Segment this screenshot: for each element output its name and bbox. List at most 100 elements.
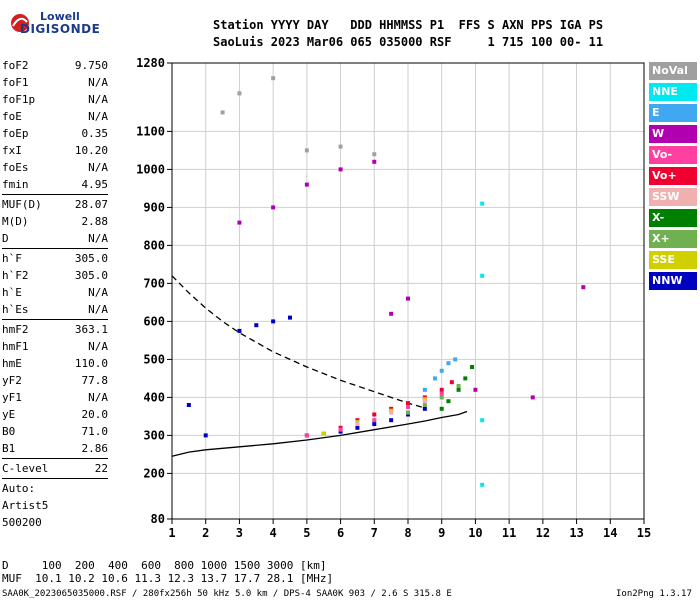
param-value: N/A [88,232,108,245]
param-name: hmE [2,357,22,370]
param-name: fmin [2,178,29,191]
param-name: B0 [2,425,16,438]
param-name: yF2 [2,374,22,387]
param-name: B1 [2,442,16,455]
param-value: 71.0 [81,425,109,438]
param-value: N/A [88,93,108,106]
echo-point-noval [372,152,377,157]
echo-point-w [304,182,309,187]
param-name: h`F [2,252,22,265]
param-value: 77.8 [81,374,109,387]
param-row: M(D) 2.88 [2,213,108,230]
param-divider [2,458,108,459]
echo-point-w [530,395,535,400]
x-tick-label: 7 [371,526,378,540]
echo-point-nnw [389,418,394,423]
x-tick-label: 10 [468,526,482,540]
param-row: fmin 4.95 [2,176,108,193]
echo-point-e [422,387,427,392]
x-tick-label: 5 [303,526,310,540]
legend-item-nnw: NNW [649,272,697,290]
param-value: N/A [88,303,108,316]
y-tick-label: 700 [143,276,165,290]
echo-point-nnw [237,328,242,333]
echo-point-nnw [186,403,191,407]
param-divider [2,478,108,479]
y-tick-label: 800 [143,238,165,252]
echo-point-nnw [372,422,377,426]
y-tick-label: 900 [143,200,165,214]
echo-point-w [372,159,377,164]
dashed-profile-curve [171,275,426,409]
echo-point-ssw [389,410,394,415]
param-name: h`Es [2,303,29,316]
echo-point-vominus [406,404,410,409]
param-name: M(D) [2,215,29,228]
param-value: N/A [88,340,108,353]
legend-item-vominus: Vo- [649,146,697,164]
param-row: h`E N/A [2,284,108,301]
param-row: foF2 9.750 [2,57,108,74]
echo-point-w [473,387,478,392]
param-name: foF1p [2,93,36,106]
software-version: Ion2Png 1.3.17 [616,589,692,599]
echo-point-xplus [406,410,410,415]
param-row: h`F2 305.0 [2,267,108,284]
echo-point-nnw [422,406,427,411]
echo-point-voplus [439,387,444,392]
logo-line1: Lowell [40,10,80,23]
chart-points [186,76,586,487]
param-divider [2,194,108,195]
param-row: foEp 0.35 [2,125,108,142]
param-value: N/A [88,391,108,404]
param-value: 4.95 [81,178,109,191]
param-value: N/A [88,161,108,174]
legend-item-w: W [649,125,697,143]
echo-point-xplus [456,384,461,388]
param-name: foEs [2,161,29,174]
echo-point-nne [480,418,485,423]
param-value: 2.88 [81,215,109,228]
param-value: 28.07 [74,198,108,211]
true-height-profile-curve [171,410,468,457]
param-name: C-level [2,462,49,475]
chart-grid [171,62,645,520]
echo-point-nnw [288,315,292,320]
param-row: C-level 22 [2,460,108,477]
echo-point-w [581,285,586,290]
footer-distance-row: D 100 200 400 600 800 1000 1500 3000 [km… [2,559,327,572]
param-row: yE 20.0 [2,406,108,423]
echo-point-nnw [271,319,276,324]
legend-item-xminus: X- [649,209,697,227]
echo-point-noval [237,91,242,96]
x-tick-label: 6 [337,526,344,540]
param-name: h`F2 [2,269,29,282]
param-value: N/A [88,110,108,123]
param-name: foE [2,110,22,123]
echo-point-xminus [470,365,475,369]
x-tick-label: 14 [603,526,617,540]
echo-point-vominus [372,418,377,423]
echo-point-xminus [446,399,451,404]
echo-point-e [446,361,451,366]
chart-ticks: 1 2 3 4 5 6 7 8 9 10 11 12 13 14 158020030040050060070… [136,56,651,540]
legend-item-sse: SSE [649,251,697,269]
legend-item-nne: NNE [649,83,697,101]
param-name: foF2 [2,59,29,72]
param-value: 305.0 [74,269,108,282]
auto-scaling-line: Auto: [2,482,36,495]
file-info: SAA0K_2023065035000.RSF / 280fx256h 50 k… [2,589,452,599]
echo-point-xplus [439,395,444,400]
y-tick-label: 500 [143,352,165,366]
legend-item-voplus: Vo+ [649,167,697,185]
param-row: hmF2 363.1 [2,321,108,338]
echo-point-noval [220,110,225,115]
param-row: B0 71.0 [2,423,108,440]
footer-muf-row: MUF 10.1 10.2 10.6 11.3 12.3 13.7 17.7 2… [2,572,334,585]
param-row: yF2 77.8 [2,372,108,389]
echo-point-ssw [422,399,427,404]
echo-point-nnw [203,433,208,438]
param-value: 22 [94,462,108,475]
echo-point-noval [338,144,343,149]
